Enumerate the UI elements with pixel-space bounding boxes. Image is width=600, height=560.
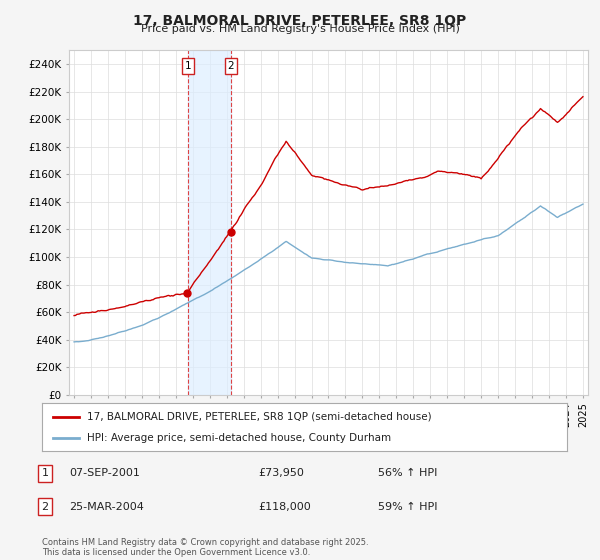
Text: 07-SEP-2001: 07-SEP-2001 bbox=[69, 468, 140, 478]
Text: 59% ↑ HPI: 59% ↑ HPI bbox=[378, 502, 437, 512]
Text: Contains HM Land Registry data © Crown copyright and database right 2025.
This d: Contains HM Land Registry data © Crown c… bbox=[42, 538, 368, 557]
Text: HPI: Average price, semi-detached house, County Durham: HPI: Average price, semi-detached house,… bbox=[86, 433, 391, 443]
Text: 2: 2 bbox=[227, 61, 234, 71]
Text: 25-MAR-2004: 25-MAR-2004 bbox=[69, 502, 144, 512]
Text: Price paid vs. HM Land Registry's House Price Index (HPI): Price paid vs. HM Land Registry's House … bbox=[140, 24, 460, 34]
Text: £73,950: £73,950 bbox=[258, 468, 304, 478]
Text: 17, BALMORAL DRIVE, PETERLEE, SR8 1QP: 17, BALMORAL DRIVE, PETERLEE, SR8 1QP bbox=[133, 14, 467, 28]
Text: 1: 1 bbox=[41, 468, 49, 478]
Text: 2: 2 bbox=[41, 502, 49, 512]
Text: £118,000: £118,000 bbox=[258, 502, 311, 512]
Bar bbox=[188, 50, 230, 395]
Text: 1: 1 bbox=[185, 61, 191, 71]
Text: 56% ↑ HPI: 56% ↑ HPI bbox=[378, 468, 437, 478]
Text: 17, BALMORAL DRIVE, PETERLEE, SR8 1QP (semi-detached house): 17, BALMORAL DRIVE, PETERLEE, SR8 1QP (s… bbox=[86, 412, 431, 422]
